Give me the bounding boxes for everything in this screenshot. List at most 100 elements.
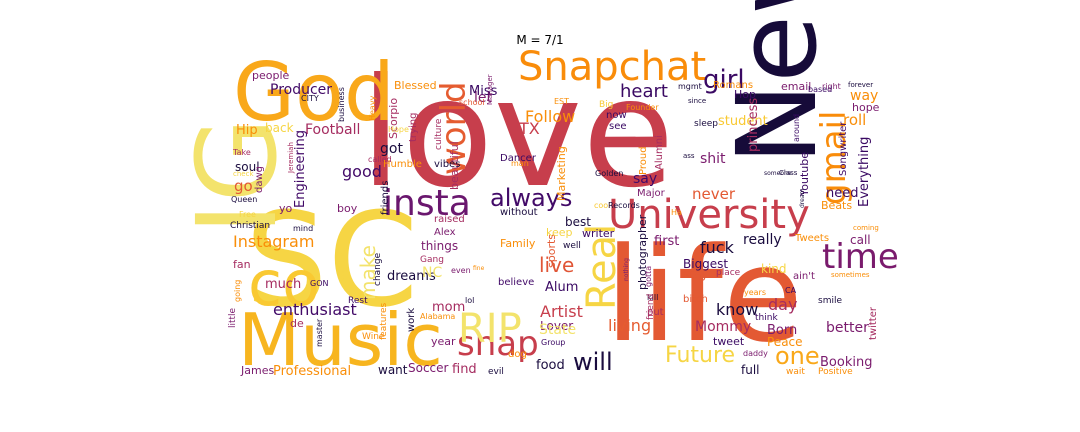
cloud-word: dawg — [254, 166, 265, 193]
cloud-word: twitter — [868, 306, 879, 340]
cloud-word: Tweets — [794, 233, 829, 244]
cloud-word: ass — [683, 152, 695, 160]
cloud-word: ain't — [793, 271, 815, 282]
cloud-word: Artist — [540, 302, 583, 321]
cloud-word: Miss — [469, 84, 498, 99]
cloud-word: sleep — [694, 119, 718, 129]
cloud-word: friend — [646, 294, 656, 320]
cloud-word: New — [713, 0, 841, 165]
cloud-word: Rest — [348, 296, 368, 306]
cloud-word: CITY — [301, 94, 319, 103]
cloud-word: wait — [786, 367, 805, 377]
cloud-word: email — [781, 80, 811, 93]
cloud-word: man — [511, 159, 529, 168]
cloud-word: Follow — [525, 107, 575, 126]
cloud-word: raised — [434, 214, 465, 225]
cloud-word: go — [234, 177, 253, 195]
cloud-word: mom — [432, 300, 465, 315]
cloud-word: Snapchat — [518, 44, 706, 90]
cloud-word: Blessed — [394, 79, 437, 92]
cloud-word: dream — [799, 188, 806, 208]
cloud-word: well — [563, 241, 581, 251]
cloud-word: even — [451, 266, 471, 275]
cloud-word: someone — [764, 170, 792, 177]
cloud-word: dreams — [387, 269, 436, 284]
cloud-word: Positive — [818, 367, 853, 377]
cloud-word: need — [826, 186, 859, 201]
cloud-word: Dancer — [500, 153, 537, 164]
cloud-word: want — [378, 363, 408, 377]
cloud-word: Youtube — [798, 152, 811, 197]
cloud-word: Lover — [540, 319, 573, 333]
cloud-word: dog — [508, 349, 527, 360]
cloud-word: Soccer — [408, 361, 449, 375]
cloud-word: girl — [703, 65, 745, 95]
cloud-word: Music — [238, 298, 443, 382]
cloud-word: Football — [305, 122, 360, 138]
cloud-word: Jeremiah — [287, 142, 295, 174]
cloud-word: work — [406, 308, 417, 332]
cloud-word: stay — [683, 267, 708, 281]
cloud-word: Alumni — [654, 135, 665, 170]
cloud-word: Heavy — [368, 95, 377, 121]
cloud-word: good — [342, 162, 382, 181]
cloud-word: Founder — [626, 103, 659, 112]
cloud-word: boy — [337, 202, 358, 215]
cloud-word: better — [826, 320, 869, 336]
cloud-word: Songwriter — [838, 121, 849, 176]
cloud-word: time — [822, 237, 899, 277]
cloud-word: sometimes — [831, 271, 870, 279]
cloud-word: Everything — [857, 137, 872, 207]
cloud-word: RIP — [458, 306, 522, 352]
cloud-word: going — [233, 280, 242, 302]
cloud-word: Future — [665, 343, 735, 368]
cloud-word: heart — [620, 81, 668, 102]
cloud-word: Romans — [713, 80, 753, 91]
cloud-word: Alex — [434, 227, 456, 238]
cloud-word: call — [850, 233, 871, 247]
cloud-word: love — [360, 47, 675, 221]
cloud-word: vibes — [434, 159, 460, 170]
cloud-word: Professional — [273, 364, 351, 379]
cloud-word: change — [373, 252, 383, 286]
cloud-word: everyone — [339, 253, 346, 281]
cloud-word: Golden — [595, 169, 623, 178]
cloud-word: Alabama — [420, 312, 455, 321]
cloud-word: since — [688, 97, 706, 105]
cloud-word: friends — [380, 181, 391, 215]
cloud-word: believe — [498, 277, 534, 288]
cloud-word: Major — [637, 188, 666, 199]
cloud-word: Booking — [820, 355, 872, 370]
cloud-word: keep — [546, 226, 573, 239]
cloud-word: trying — [408, 113, 419, 142]
cloud-word: find — [452, 362, 477, 377]
cloud-word: living — [608, 316, 651, 335]
cloud-word: Real — [579, 224, 625, 310]
cloud-word: Mommy — [695, 319, 751, 335]
cloud-word: Born — [767, 323, 797, 338]
cloud-word: life — [605, 219, 803, 371]
cloud-word: got — [380, 141, 403, 157]
cloud-word: best — [565, 215, 591, 229]
cloud-word: NC — [422, 265, 442, 281]
cloud-word: Engineering — [293, 130, 308, 208]
cloud-word: Scorpio — [387, 98, 400, 139]
cloud-word: University — [608, 192, 810, 238]
cloud-word: bitch — [683, 294, 708, 305]
cloud-word: first — [654, 234, 679, 249]
cloud-word: day — [768, 295, 797, 314]
cloud-word: enthusiast — [273, 300, 357, 319]
cloud-word: place — [716, 268, 741, 278]
cloud-word: live — [539, 253, 574, 277]
cloud-word: say — [633, 171, 657, 187]
cloud-word: mind — [293, 224, 313, 233]
cloud-word: one — [775, 342, 820, 370]
cloud-word: co — [248, 247, 320, 320]
cloud-word: yo — [279, 202, 293, 215]
cloud-word: smile — [818, 296, 842, 306]
cloud-word: GON — [310, 279, 328, 288]
cloud-word: beautiful — [448, 141, 461, 190]
cloud-word: Marketing — [555, 146, 568, 201]
cloud-word: fuck — [700, 238, 735, 257]
